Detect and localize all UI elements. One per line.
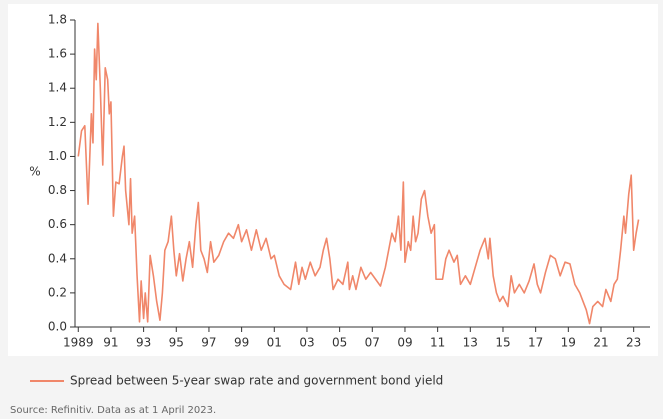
x-tick-label: 05 (332, 336, 347, 350)
x-tick-label: 95 (169, 336, 184, 350)
x-tick-label: 11 (430, 336, 445, 350)
y-tick-label: 0.0 (48, 320, 67, 334)
x-tick-label: 19 (561, 336, 576, 350)
x-tick-label: 99 (234, 336, 249, 350)
x-tick-label: 15 (495, 336, 510, 350)
x-tick-label: 1989 (63, 336, 94, 350)
x-tick-label: 13 (463, 336, 478, 350)
x-tick-label: 07 (365, 336, 380, 350)
y-tick-label: 1.6 (48, 47, 67, 61)
y-tick-label: 1.8 (48, 13, 67, 27)
y-axis-label: % (29, 165, 40, 179)
x-tick-label: 17 (528, 336, 543, 350)
x-tick-label: 97 (201, 336, 216, 350)
y-tick-label: 1.0 (48, 149, 67, 163)
y-tick-label: 0.2 (48, 285, 67, 299)
legend-label: Spread between 5-year swap rate and gove… (70, 374, 443, 388)
y-tick-label: 0.6 (48, 217, 67, 231)
x-tick-label: 93 (136, 336, 151, 350)
x-tick-label: 01 (267, 336, 282, 350)
x-tick-label: 23 (626, 336, 641, 350)
data-line (77, 22, 640, 325)
source-note: Source: Refinitiv. Data as at 1 April 20… (10, 405, 216, 416)
y-tick-label: 0.8 (48, 183, 67, 197)
y-tick-label: 1.2 (48, 115, 67, 129)
y-tick-label: 1.4 (48, 81, 67, 95)
x-tick-label: 21 (593, 336, 608, 350)
plot-panel (8, 4, 658, 356)
x-tick-label: 09 (397, 336, 412, 350)
y-tick-label: 0.4 (48, 251, 67, 265)
x-tick-label: 91 (103, 336, 118, 350)
x-tick-label: 03 (299, 336, 314, 350)
